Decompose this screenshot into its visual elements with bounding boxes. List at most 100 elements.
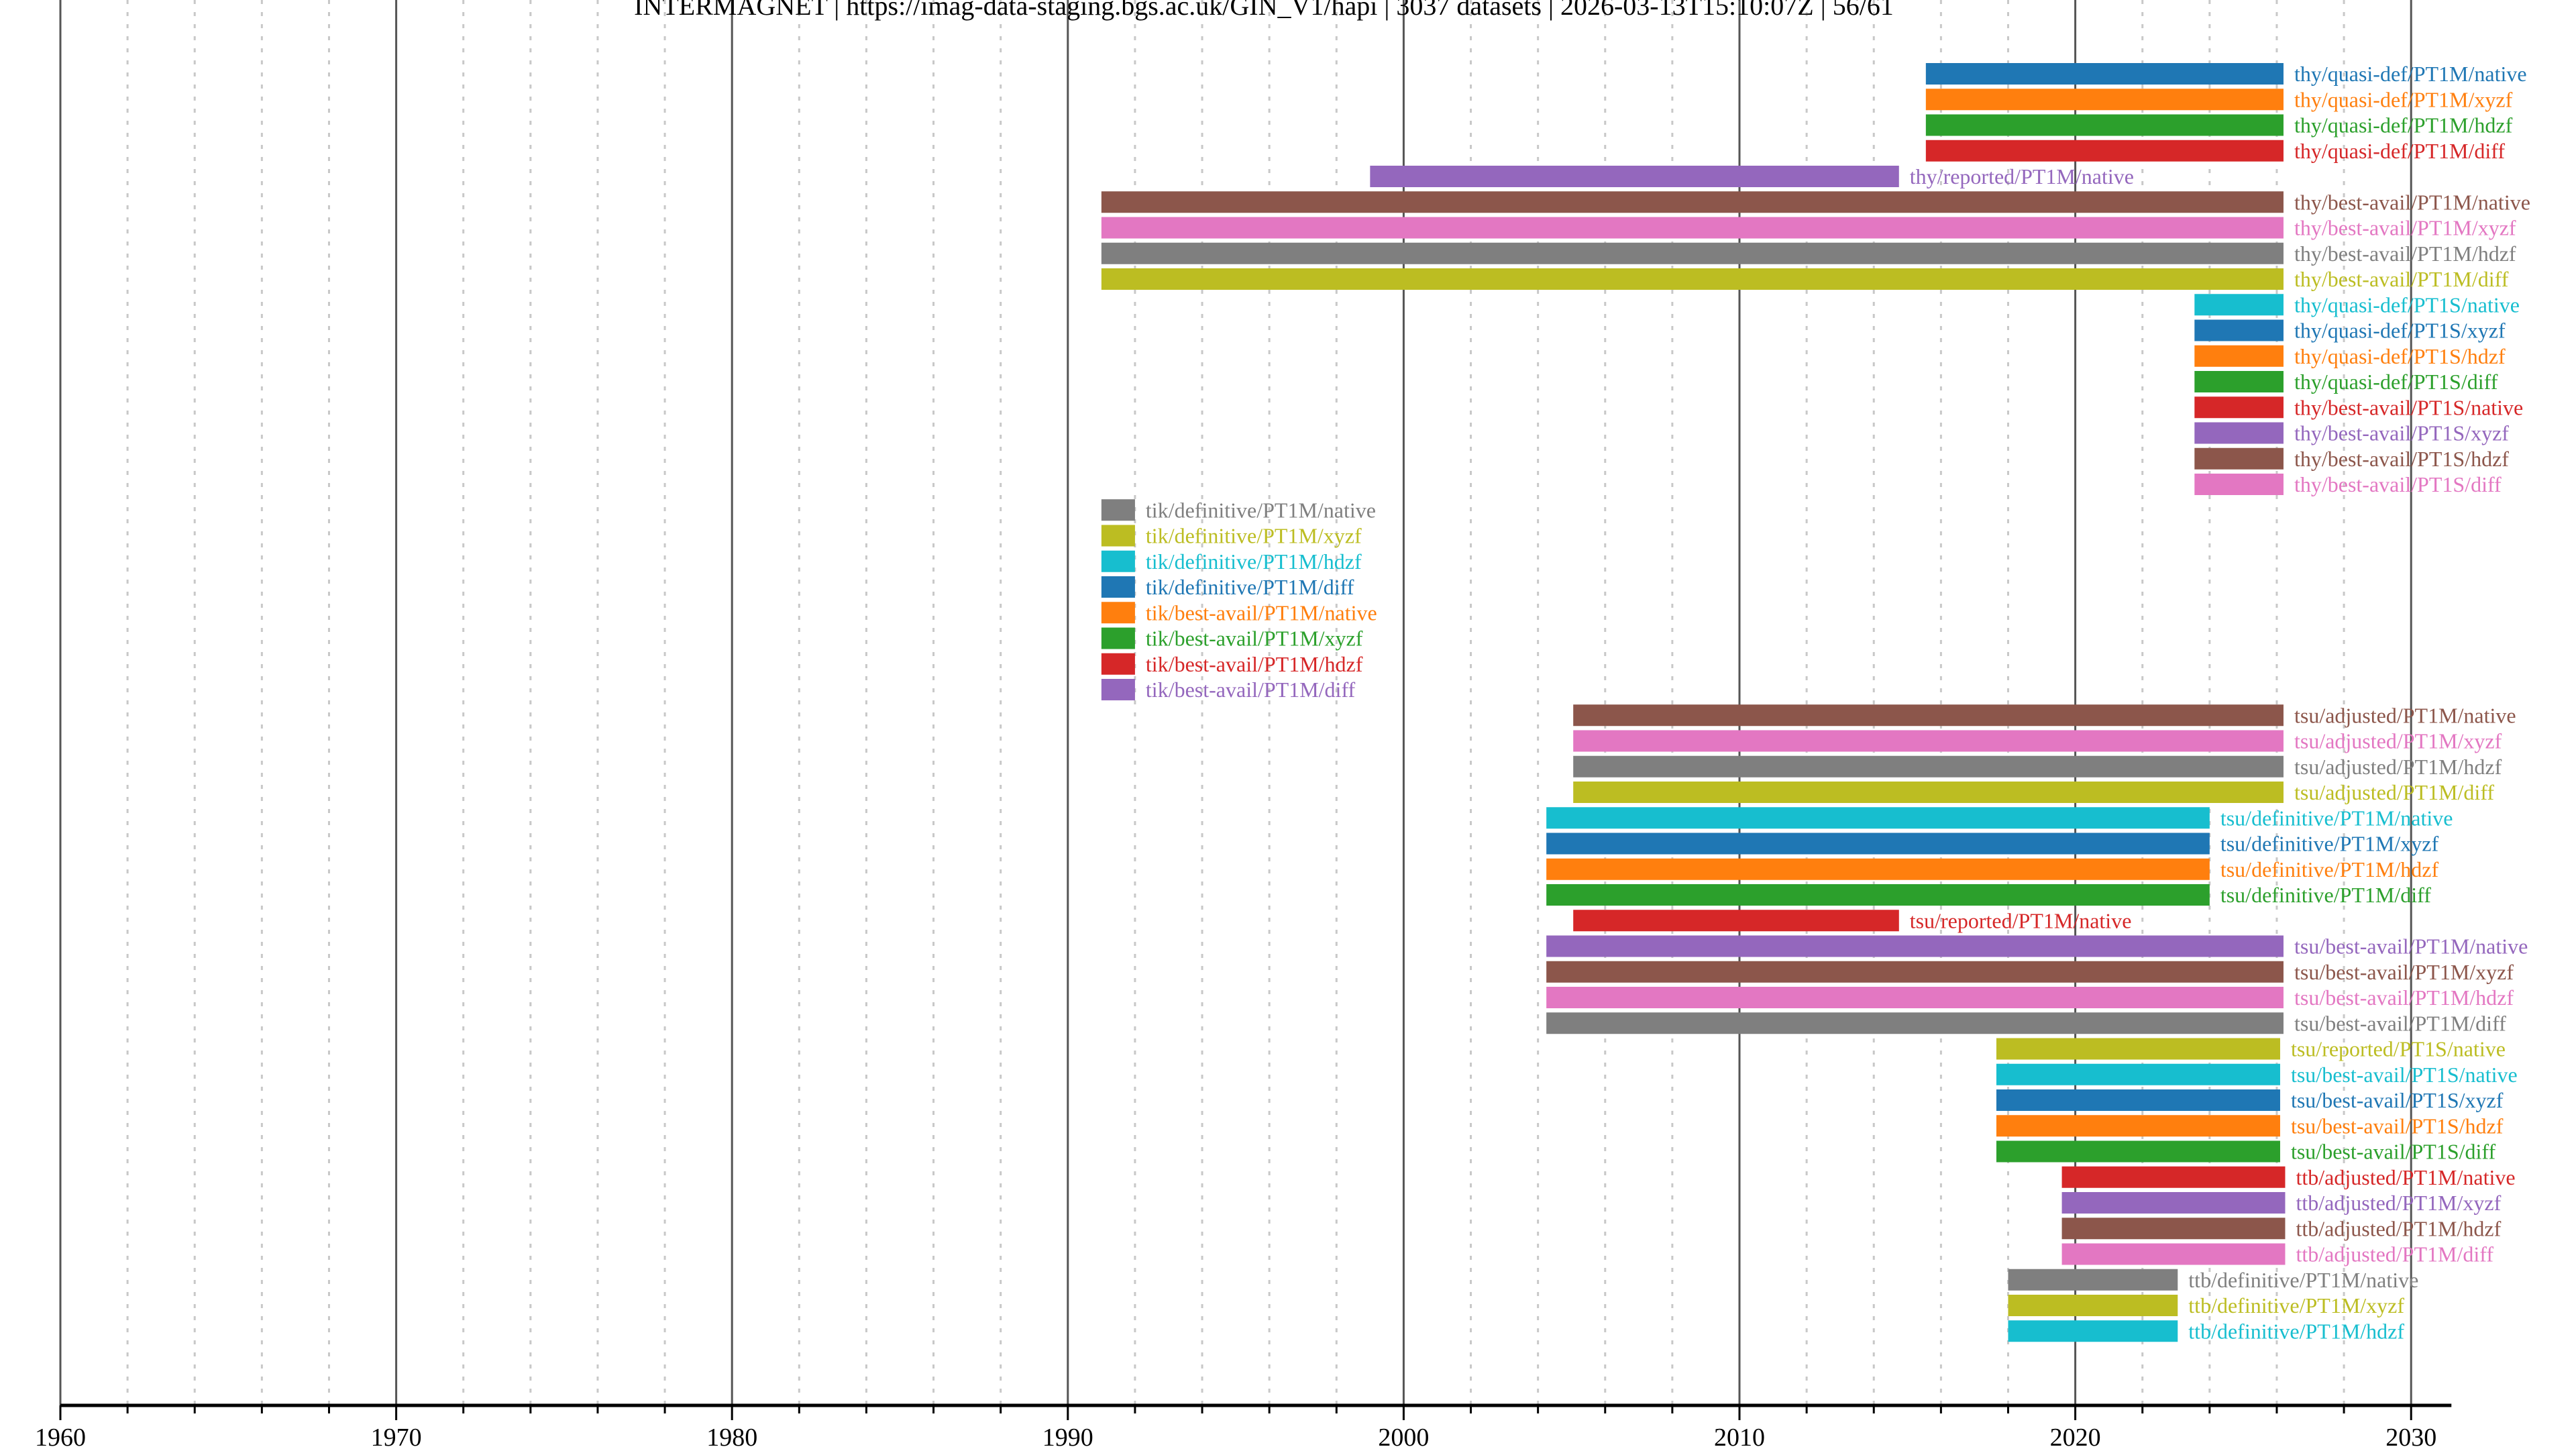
grid-lines	[59, 0, 2412, 1405]
dataset-label: tsu/adjusted/PT1M/hdzf	[2294, 755, 2502, 779]
dataset-bar[interactable]	[1101, 242, 2284, 264]
dataset-label: tik/definitive/PT1M/hdzf	[1146, 549, 1362, 574]
dataset-bar[interactable]	[1101, 191, 2284, 213]
dataset-bar[interactable]	[2061, 1166, 2286, 1188]
dataset-label: tsu/best-avail/PT1S/native	[2291, 1063, 2518, 1087]
dataset-bar[interactable]	[1101, 653, 1135, 675]
dataset-bar[interactable]	[1996, 1038, 2280, 1060]
dataset-label: tik/best-avail/PT1M/xyzf	[1146, 627, 1363, 651]
dataset-bar[interactable]	[2008, 1269, 2178, 1291]
dataset-label: tsu/best-avail/PT1S/xyzf	[2291, 1088, 2504, 1112]
dataset-bar[interactable]	[2061, 1218, 2286, 1240]
dataset-bar[interactable]	[2194, 371, 2284, 392]
dataset-bar[interactable]	[1101, 679, 1135, 700]
dataset-label: thy/quasi-def/PT1S/xyzf	[2294, 319, 2506, 343]
dataset-label: tsu/definitive/PT1M/xyzf	[2220, 832, 2439, 856]
dataset-bar[interactable]	[1925, 140, 2284, 162]
dataset-label: tsu/definitive/PT1M/diff	[2220, 883, 2431, 907]
dataset-label: ttb/adjusted/PT1M/diff	[2296, 1242, 2493, 1267]
dataset-label: tsu/best-avail/PT1M/native	[2294, 934, 2528, 959]
dataset-label: tsu/best-avail/PT1S/hdzf	[2291, 1114, 2504, 1138]
dataset-bar[interactable]	[1546, 884, 2210, 906]
dataset-bar[interactable]	[1546, 987, 2284, 1008]
dataset-bar[interactable]	[2008, 1295, 2178, 1316]
x-tick-label: 2000	[1378, 1424, 1429, 1449]
dataset-bar[interactable]	[2008, 1320, 2178, 1342]
dataset-label: tsu/adjusted/PT1M/native	[2294, 703, 2516, 727]
dataset-label: thy/best-avail/PT1M/xyzf	[2294, 216, 2516, 240]
dataset-label: thy/best-avail/PT1M/native	[2294, 190, 2530, 214]
dataset-label: tsu/adjusted/PT1M/diff	[2294, 780, 2494, 804]
dataset-bar[interactable]	[1101, 268, 2284, 290]
dataset-bar[interactable]	[2061, 1192, 2286, 1214]
dataset-bar[interactable]	[1101, 550, 1135, 572]
dataset-label: thy/best-avail/PT1S/hdzf	[2294, 447, 2509, 471]
dataset-bar[interactable]	[1925, 63, 2284, 85]
dataset-bar[interactable]	[1546, 1012, 2284, 1034]
dataset-bar[interactable]	[1573, 730, 2284, 752]
dataset-label: thy/reported/PT1M/native	[1910, 164, 2134, 189]
x-tick-label: 1970	[371, 1424, 422, 1449]
dataset-label: tsu/reported/PT1S/native	[2291, 1037, 2506, 1061]
x-tick-label: 1990	[1042, 1424, 1093, 1449]
dataset-label: tsu/best-avail/PT1M/xyzf	[2294, 960, 2514, 984]
dataset-label: ttb/definitive/PT1M/native	[2188, 1268, 2418, 1292]
dataset-bar[interactable]	[1573, 910, 1899, 932]
dataset-bar[interactable]	[1546, 935, 2284, 957]
dataset-bar[interactable]	[2194, 319, 2284, 341]
dataset-bar[interactable]	[1573, 755, 2284, 777]
x-tick-label: 1960	[35, 1424, 86, 1449]
dataset-bar[interactable]	[2194, 447, 2284, 470]
dataset-bar[interactable]	[1101, 627, 1135, 649]
dataset-bar[interactable]	[1101, 499, 1135, 521]
dataset-bar[interactable]	[1370, 166, 1899, 187]
dataset-bar[interactable]	[2194, 422, 2284, 444]
dataset-label: tik/definitive/PT1M/diff	[1146, 575, 1354, 599]
dataset-bar[interactable]	[1101, 217, 2284, 239]
chart-title: INTERMAGNET | https://imag-data-staging.…	[634, 0, 1894, 21]
dataset-bar[interactable]	[1925, 89, 2284, 111]
bar-labels: thy/quasi-def/PT1M/native thy/quasi-def/P…	[1146, 62, 2530, 1343]
dataset-bar[interactable]	[1546, 807, 2210, 829]
dataset-bar[interactable]	[2194, 294, 2284, 316]
dataset-bar[interactable]	[1573, 704, 2284, 727]
dataset-bar[interactable]	[1546, 858, 2210, 880]
dataset-label: thy/quasi-def/PT1S/native	[2294, 292, 2520, 317]
dataset-bar[interactable]	[2194, 396, 2284, 419]
dataset-label: ttb/definitive/PT1M/xyzf	[2188, 1293, 2404, 1318]
dataset-label: thy/quasi-def/PT1M/hdzf	[2294, 113, 2513, 138]
dataset-label: tsu/best-avail/PT1M/hdzf	[2294, 985, 2514, 1010]
dataset-label: thy/best-avail/PT1M/diff	[2294, 267, 2509, 291]
dataset-label: tik/best-avail/PT1M/hdzf	[1146, 652, 1363, 676]
dataset-bar[interactable]	[1996, 1063, 2280, 1085]
dataset-bar[interactable]	[1546, 833, 2210, 855]
dataset-label: ttb/definitive/PT1M/hdzf	[2188, 1319, 2404, 1343]
dataset-bar[interactable]	[1996, 1140, 2280, 1163]
dataset-label: tik/best-avail/PT1M/native	[1146, 600, 1377, 625]
dataset-bar[interactable]	[1996, 1089, 2280, 1111]
dataset-bar[interactable]	[1546, 961, 2284, 983]
dataset-bar[interactable]	[1925, 114, 2284, 136]
dataset-label: thy/quasi-def/PT1S/hdzf	[2294, 344, 2506, 368]
dataset-label: tsu/best-avail/PT1S/diff	[2291, 1140, 2496, 1164]
dataset-bar[interactable]	[2194, 345, 2284, 367]
dataset-bar[interactable]	[1573, 782, 2284, 803]
dataset-bar[interactable]	[1101, 602, 1135, 624]
dataset-label: ttb/adjusted/PT1M/hdzf	[2296, 1216, 2501, 1240]
dataset-label: thy/best-avail/PT1M/hdzf	[2294, 241, 2516, 266]
dataset-bar[interactable]	[2061, 1243, 2286, 1265]
dataset-label: tik/definitive/PT1M/native	[1146, 498, 1376, 522]
x-tick-label: 2030	[2385, 1424, 2436, 1449]
dataset-bar[interactable]	[2194, 474, 2284, 495]
dataset-bar[interactable]	[1101, 576, 1135, 598]
dataset-bar[interactable]	[1996, 1115, 2280, 1137]
dataset-label: tsu/definitive/PT1M/native	[2220, 806, 2453, 830]
dataset-bar[interactable]	[1101, 525, 1135, 547]
dataset-label: thy/quasi-def/PT1M/native	[2294, 62, 2527, 86]
dataset-label: thy/quasi-def/PT1M/diff	[2294, 139, 2505, 163]
x-tick-label: 2010	[1714, 1424, 1765, 1449]
dataset-label: tik/definitive/PT1M/xyzf	[1146, 524, 1362, 548]
dataset-label: tsu/best-avail/PT1M/diff	[2294, 1011, 2506, 1035]
dataset-label: thy/best-avail/PT1S/native	[2294, 395, 2523, 419]
